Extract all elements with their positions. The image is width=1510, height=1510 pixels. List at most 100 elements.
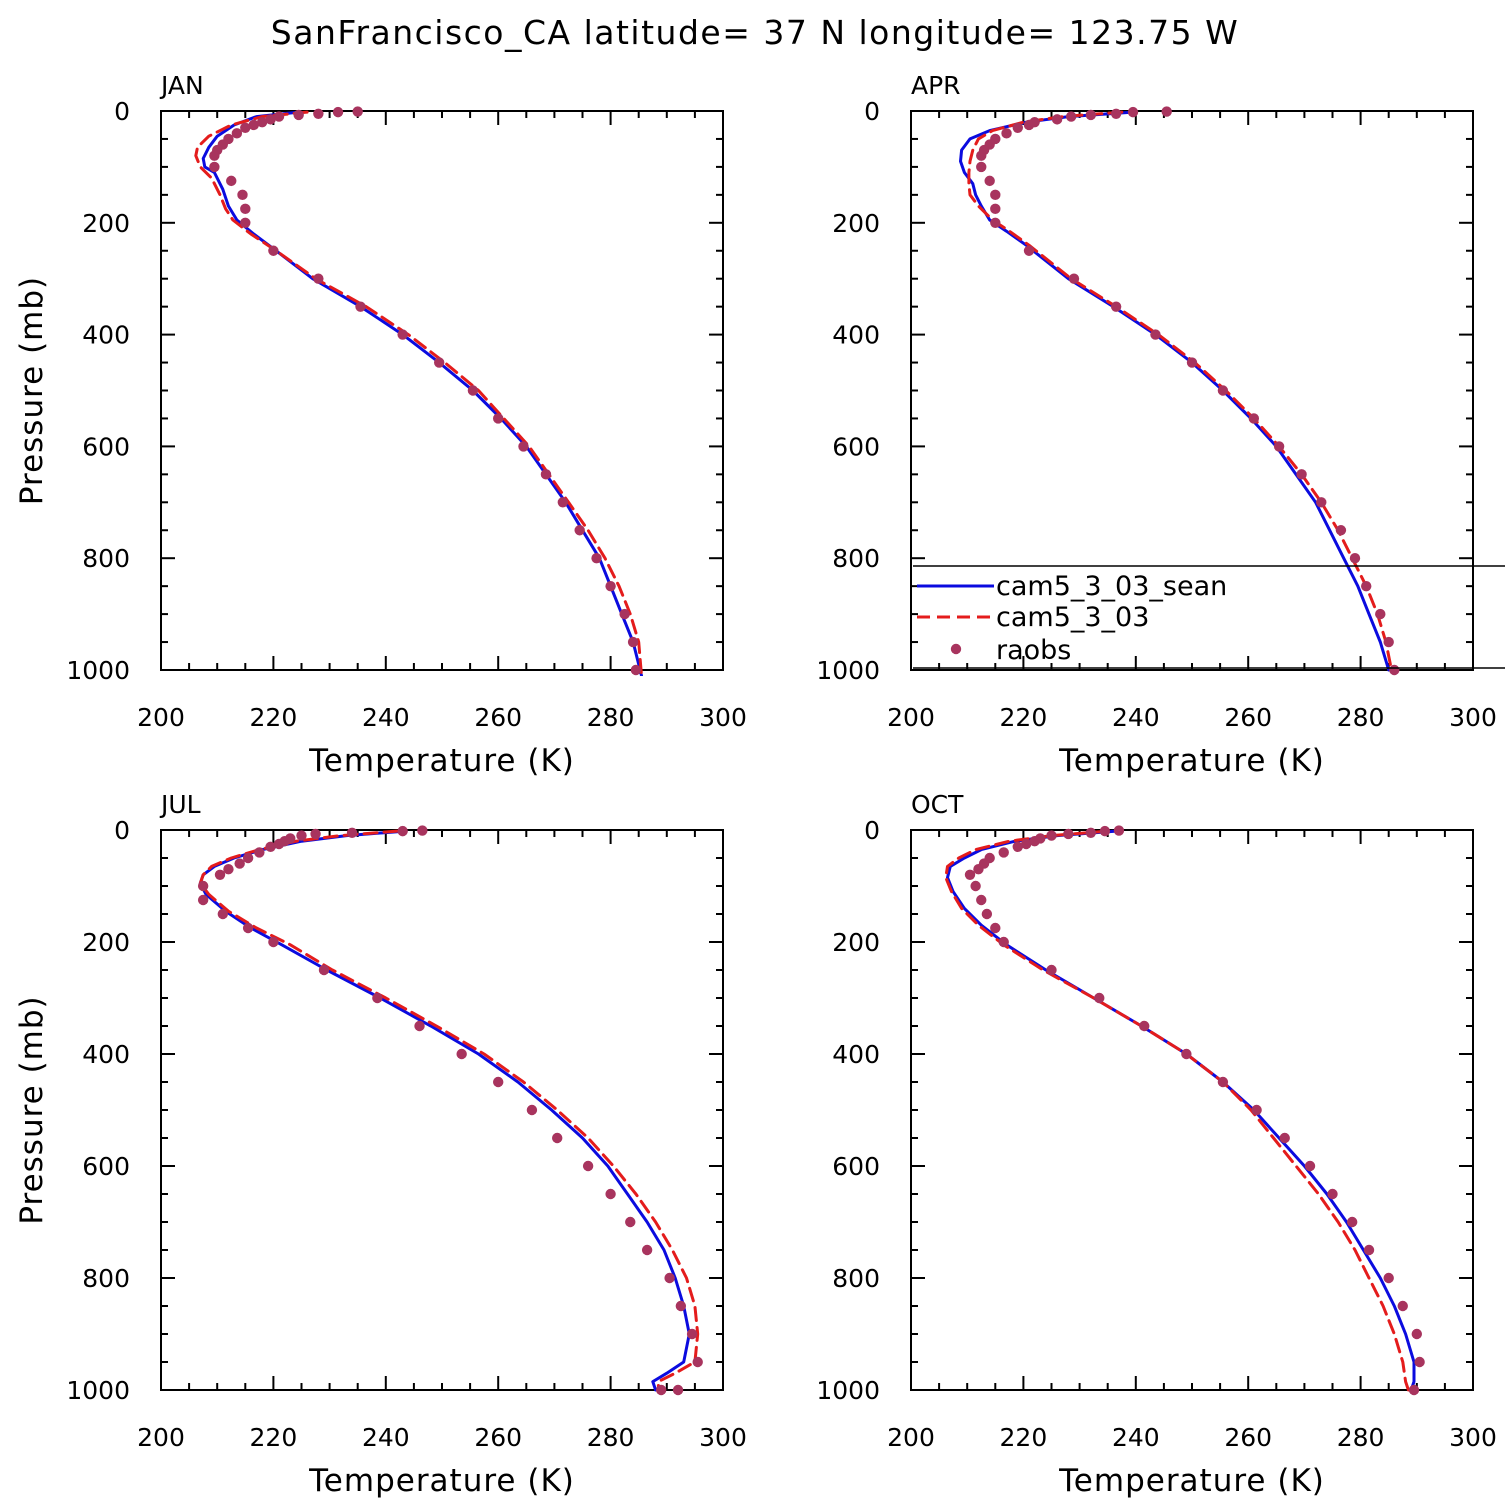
x-tick-label: 300 (699, 703, 747, 732)
panel-jul: 200 220 240 260 280 300 0 200 400 600 800 1000 JUL Te… (14, 790, 747, 1499)
raobs-point (313, 273, 324, 284)
raobs-point (273, 111, 285, 122)
raobs-point (990, 217, 1001, 228)
y-tick-label: 600 (82, 432, 130, 461)
x-tick-label: 280 (1337, 703, 1385, 732)
y-tick-label: 800 (82, 1264, 130, 1293)
raobs-point (1051, 114, 1063, 125)
raobs-point (1063, 828, 1074, 840)
raobs-point (964, 869, 976, 880)
series-group (944, 825, 1425, 1396)
x-tick-label: 200 (887, 1423, 935, 1452)
x-tick-label: 280 (1337, 1423, 1385, 1452)
axis-ticks (910, 829, 1474, 1391)
legend-label-cam5-3-03-sean: cam5_3_03_sean (996, 571, 1227, 602)
raobs-point (998, 936, 1009, 948)
raobs-point (1029, 836, 1040, 847)
raobs-point (605, 580, 616, 592)
x-tick-label: 240 (1112, 1423, 1160, 1452)
raobs-point (557, 497, 569, 508)
legend-marker-raobs (950, 643, 962, 655)
raobs-point (209, 161, 220, 173)
raobs-point (397, 825, 408, 837)
raobs-point (1012, 841, 1023, 852)
raobs-point (582, 1160, 594, 1172)
raobs-point (254, 847, 265, 858)
raobs-point (664, 1272, 675, 1284)
series-line-cam5-3-03-sean (959, 110, 1391, 672)
panel-jan: 200 220 240 260 280 300 0 200 400 600 800 1000 JAN Te… (14, 71, 747, 779)
raobs-point (237, 189, 248, 201)
raobs-point (433, 357, 445, 368)
x-tick-label: 220 (250, 703, 298, 732)
raobs-point (397, 329, 408, 340)
panel-oct: 200 220 240 260 280 300 0 200 400 600 800 1000 OCT Te… (816, 790, 1496, 1499)
raobs-point (1296, 469, 1307, 480)
axis-ticks (910, 110, 1474, 671)
raobs-point (1349, 553, 1361, 564)
raobs-point (625, 1216, 636, 1228)
raobs-point (591, 553, 602, 564)
raobs-point (970, 880, 981, 892)
x-tick-label: 300 (699, 1423, 747, 1452)
raobs-point (1023, 119, 1035, 131)
raobs-point (240, 217, 251, 228)
y-tick-label: 200 (82, 928, 130, 957)
raobs-point (973, 864, 984, 875)
axis-ticks (160, 829, 724, 1391)
raobs-point (1414, 1356, 1425, 1368)
raobs-point (197, 880, 209, 892)
raobs-point (1217, 1076, 1229, 1088)
raobs-point (242, 852, 254, 864)
raobs-point (1248, 413, 1260, 424)
raobs-point (268, 936, 279, 948)
y-tick-label: 600 (832, 432, 880, 461)
raobs-point (467, 385, 479, 396)
raobs-point (1046, 964, 1057, 976)
raobs-point (372, 992, 383, 1004)
raobs-point (217, 908, 229, 920)
raobs-point (1021, 838, 1032, 850)
raobs-point (976, 894, 987, 906)
raobs-point (1161, 106, 1172, 117)
x-tick-label: 220 (1000, 1423, 1048, 1452)
x-tick-label: 280 (587, 1423, 635, 1452)
y-tick-label: 200 (832, 209, 880, 238)
x-tick-label: 220 (250, 1423, 298, 1452)
y-tick-label: 0 (114, 97, 130, 126)
raobs-point (552, 1132, 563, 1144)
raobs-point (493, 413, 504, 424)
y-tick-label: 400 (82, 1040, 130, 1069)
series-line-cam5-3-03 (944, 829, 1410, 1392)
raobs-point (1001, 128, 1012, 139)
raobs-point (1279, 1132, 1290, 1144)
raobs-point (540, 469, 552, 480)
raobs-point (526, 1104, 538, 1116)
y-tick-label: 400 (832, 1040, 880, 1069)
raobs-point (355, 301, 366, 312)
raobs-point (990, 922, 1001, 934)
raobs-point (675, 1300, 687, 1312)
raobs-point (318, 964, 330, 976)
plot-frame (910, 829, 1474, 1391)
x-axis-title: Temperature (K) (308, 743, 575, 779)
x-tick-label: 200 (137, 1423, 185, 1452)
raobs-point (293, 109, 304, 121)
raobs-point (346, 827, 358, 838)
x-tick-label: 260 (474, 703, 522, 732)
raobs-point (1023, 245, 1035, 256)
x-tick-label: 240 (362, 1423, 410, 1452)
series-group (194, 106, 643, 676)
raobs-point (984, 175, 995, 187)
raobs-point (1251, 1104, 1262, 1116)
raobs-point (990, 189, 1001, 201)
panel-label: JAN (159, 71, 204, 100)
y-tick-label: 1000 (66, 1376, 130, 1405)
raobs-point (672, 1384, 684, 1396)
raobs-point (265, 114, 276, 125)
y-tick-label: 800 (832, 1264, 880, 1293)
x-tick-label: 200 (137, 703, 185, 732)
y-tick-label: 0 (114, 816, 130, 845)
raobs-point (313, 108, 324, 119)
